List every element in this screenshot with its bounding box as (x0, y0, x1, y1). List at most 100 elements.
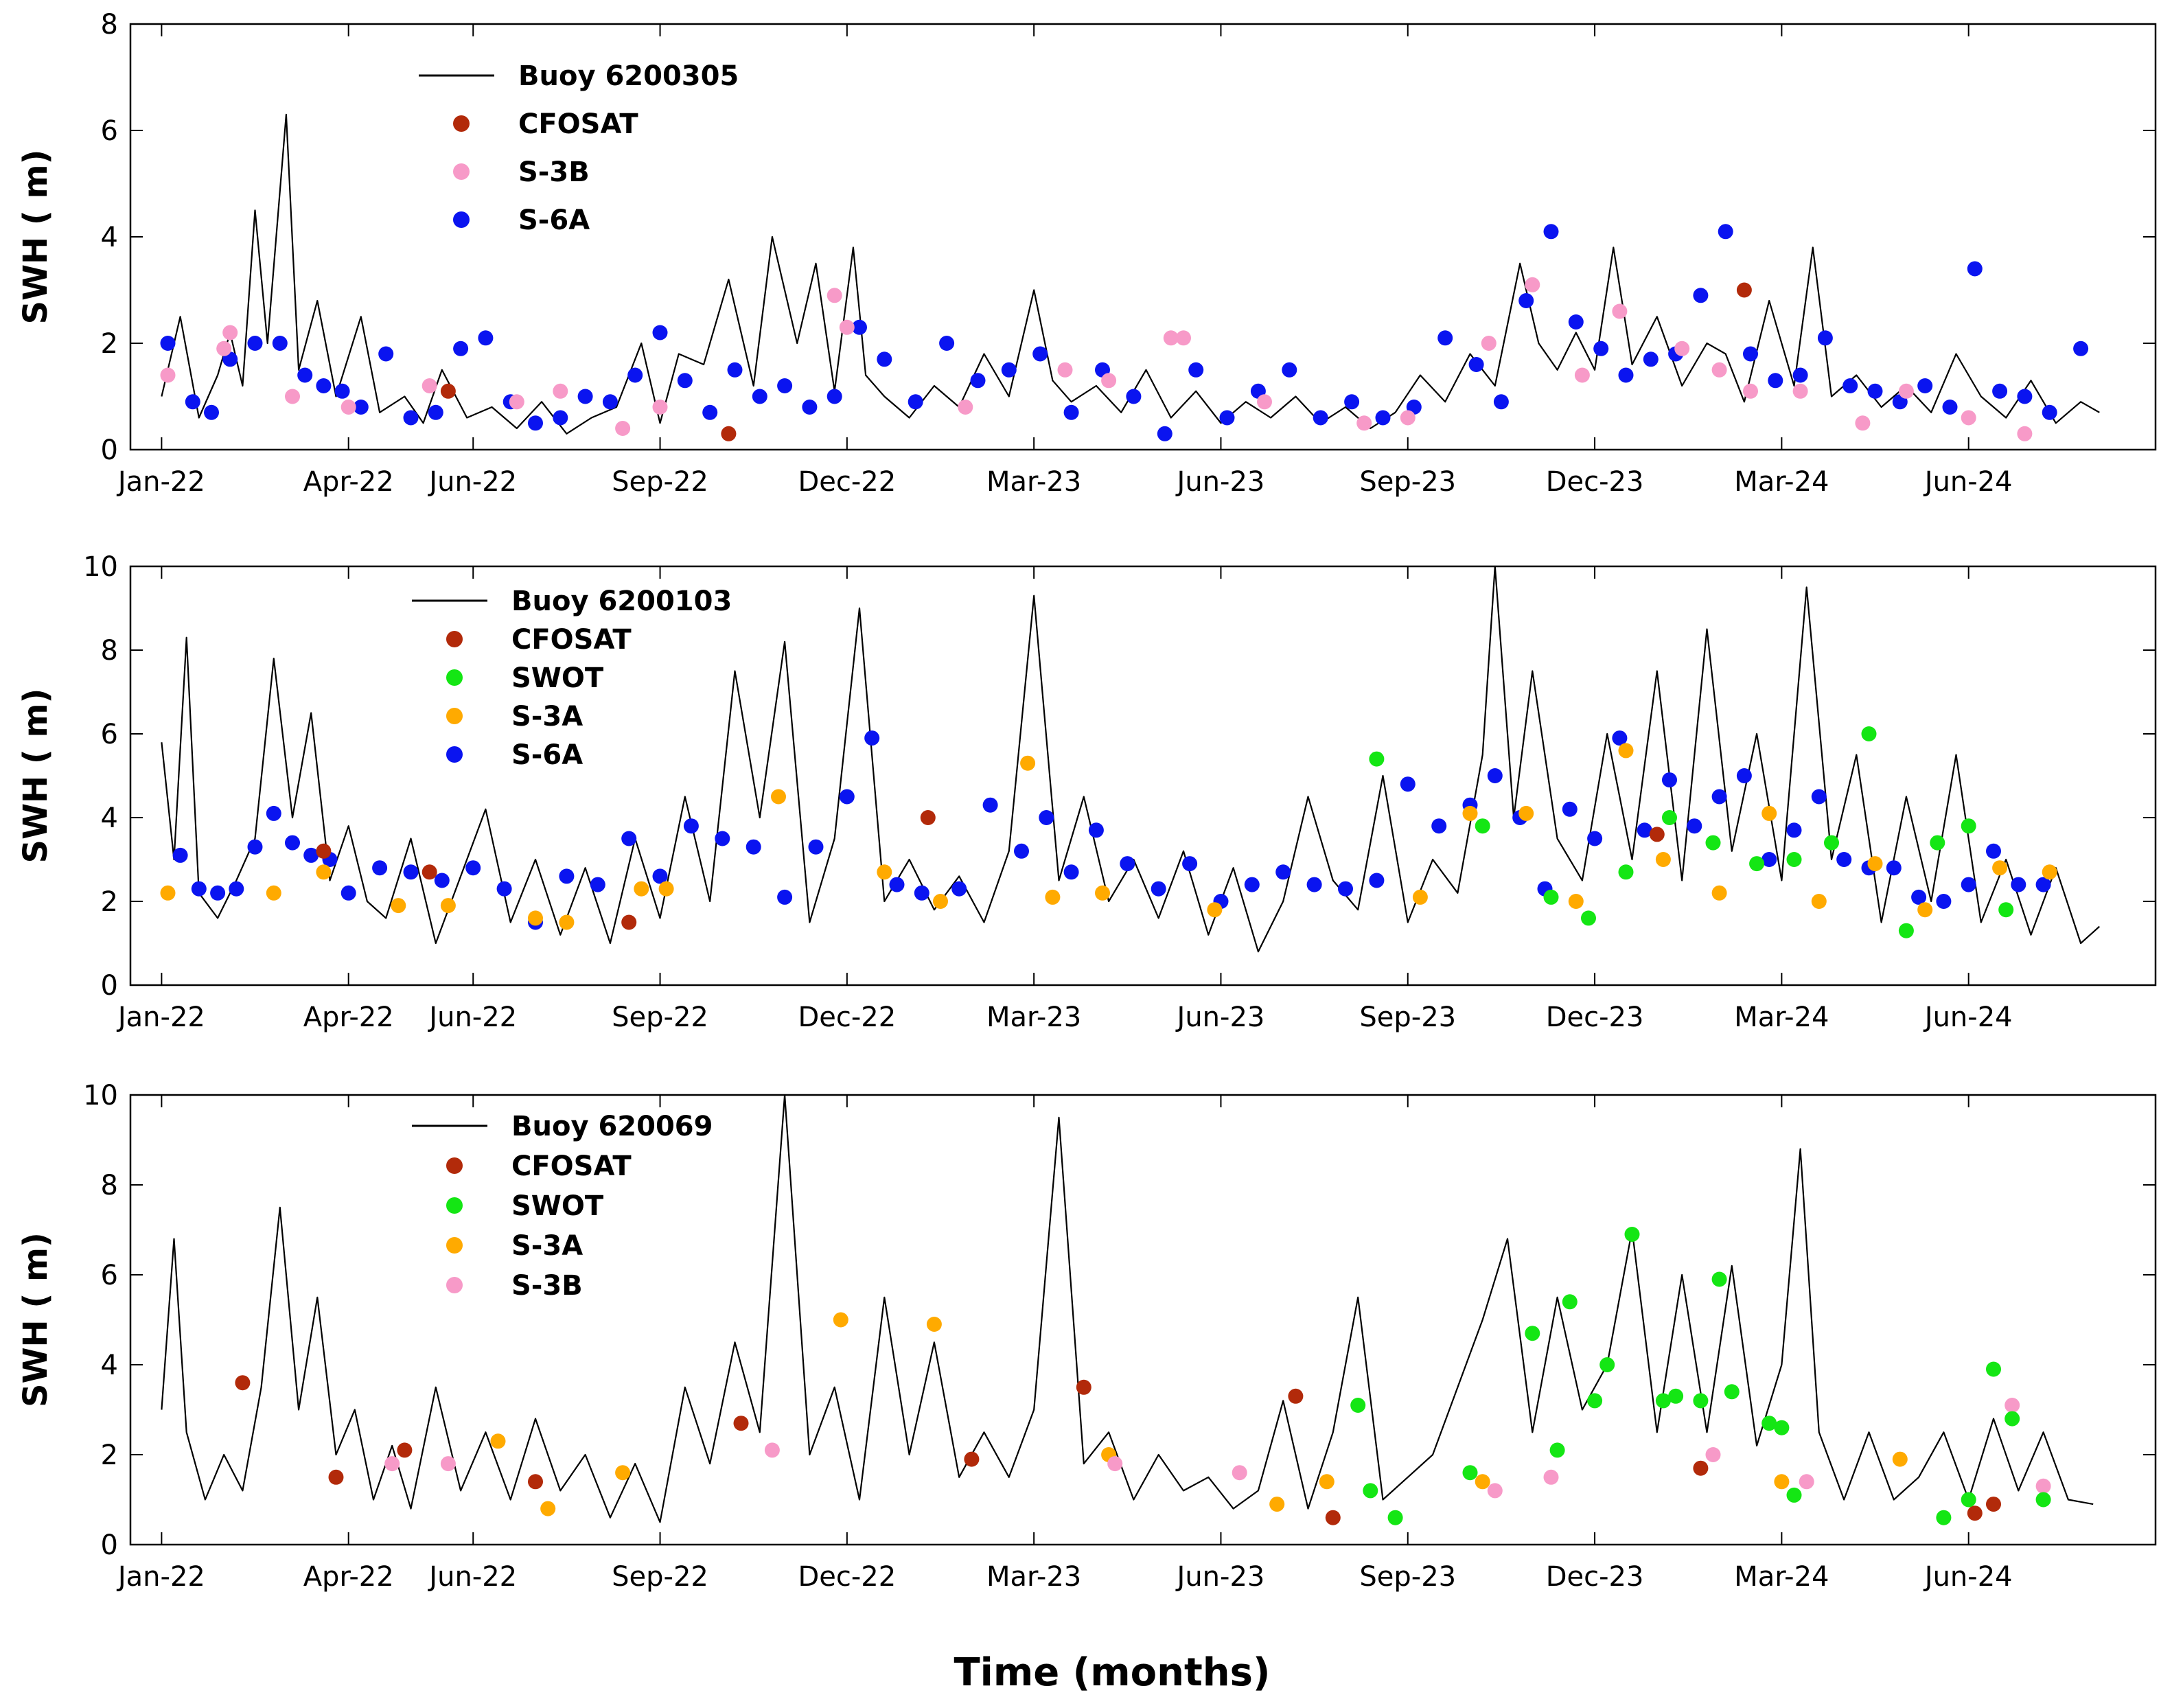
swot-point (1705, 835, 1721, 851)
legend-entry-label: S-6A (511, 739, 583, 771)
s-6a-point (677, 373, 693, 389)
swot-point (1618, 864, 1634, 880)
s-6a-point (1219, 410, 1235, 426)
s-6a-point (1992, 383, 2008, 399)
cfosat-point (1288, 1388, 1304, 1404)
s-6a-point (272, 336, 288, 351)
s-6a-point (1867, 383, 1883, 399)
s-3a-point (559, 914, 575, 930)
s-3b-point (384, 1456, 400, 1472)
s-3a-point (1992, 860, 2008, 876)
swot-point (2005, 1411, 2020, 1427)
s-3a-point (1319, 1474, 1335, 1490)
s-6a-point (1736, 768, 1752, 783)
s-3b-point (615, 421, 631, 436)
s-6a-point (1562, 801, 1578, 817)
cfosat-point (316, 843, 332, 859)
s-3a-point (1655, 852, 1671, 867)
y-tick-label: 10 (83, 1080, 118, 1111)
swot-point (1599, 1357, 1615, 1372)
s-3b-point (1792, 383, 1808, 399)
cfosat-point (920, 810, 936, 825)
s-6a-point (1543, 224, 1559, 240)
s-6a-point (808, 839, 824, 855)
legend-entry-label: Buoy 6200305 (518, 60, 739, 92)
s-3a-point (1811, 894, 1827, 909)
s-3a-point (634, 881, 649, 897)
y-tick-label: 4 (101, 803, 118, 834)
s-6a-point (1344, 394, 1360, 410)
s-6a-point (1063, 404, 1079, 420)
s-6a-point (185, 394, 200, 410)
y-tick-label: 0 (101, 1530, 118, 1561)
y-tick-label: 4 (101, 222, 118, 253)
s-6a-point (914, 885, 929, 901)
x-tick-label: Mar-23 (986, 1002, 1081, 1033)
s-3a-point (316, 864, 332, 880)
s-6a-point (1743, 346, 1758, 362)
s-6a-point (577, 389, 593, 404)
s-6a-point (1768, 373, 1783, 389)
s-6a-point (1039, 810, 1054, 825)
s-3b-point (285, 389, 300, 404)
swot-point (1774, 1420, 1790, 1435)
x-tick-label: Dec-22 (798, 1561, 896, 1593)
s-6a-point (1967, 261, 1983, 277)
x-tick-label: Dec-23 (1546, 466, 1644, 498)
y-tick-label: 2 (101, 328, 118, 360)
swot-point (1786, 852, 1802, 867)
x-tick-label: Jun-24 (1923, 466, 2013, 498)
swot-point (2035, 1492, 2051, 1508)
s-3a-point (266, 885, 281, 901)
s-3b-point (1487, 1483, 1503, 1499)
s-6a-point (559, 868, 575, 884)
s-6a-point (1518, 293, 1534, 308)
legend-dot-swatch (446, 746, 463, 763)
cfosat-point (964, 1451, 980, 1467)
s-6a-point (465, 860, 481, 876)
cfosat-point (397, 1442, 413, 1458)
swot-point (1961, 818, 1976, 834)
s-3a-point (1774, 1474, 1790, 1490)
swot-point (1824, 835, 1839, 851)
s-6a-point (1942, 400, 1958, 415)
cfosat-point (1325, 1510, 1341, 1525)
s-6a-point (2011, 877, 2026, 892)
s-6a-point (1587, 831, 1603, 846)
s-6a-point (353, 400, 369, 415)
s-3b-point (958, 400, 973, 415)
cfosat-point (621, 914, 637, 930)
legend-dot-swatch (446, 1277, 463, 1293)
s-6a-point (428, 404, 443, 420)
s-6a-point (372, 860, 388, 876)
s-3b-point (509, 394, 524, 410)
s-3a-point (160, 885, 176, 901)
s-6a-point (1282, 362, 1297, 378)
s-6a-point (378, 346, 394, 362)
swot-point (1662, 810, 1677, 825)
s-3b-point (1057, 362, 1073, 378)
s-6a-point (777, 378, 793, 393)
s-3b-point (1543, 1469, 1559, 1485)
x-tick-label: Mar-24 (1734, 466, 1829, 498)
s-3a-point (1867, 856, 1883, 872)
swot-point (1462, 1465, 1478, 1481)
legend-dot-swatch (453, 163, 470, 180)
s-3a-point (1462, 805, 1478, 821)
legend-dot-swatch (446, 1197, 463, 1214)
y-tick-label: 2 (101, 886, 118, 918)
s-6a-point (1961, 877, 1976, 892)
s-6a-point (1618, 367, 1634, 383)
swot-point (1724, 1384, 1740, 1400)
s-6a-point (403, 864, 419, 880)
s-6a-point (1662, 772, 1677, 788)
x-tick-label: Jun-23 (1175, 1561, 1265, 1593)
x-tick-label: Apr-22 (303, 1561, 394, 1593)
x-tick-label: Jan-22 (116, 1002, 205, 1033)
s-3a-point (1207, 902, 1223, 918)
s-3b-point (1674, 341, 1690, 356)
x-tick-label: Dec-22 (798, 1002, 896, 1033)
swot-point (1587, 1393, 1603, 1409)
s-3b-point (1176, 330, 1191, 346)
s-6a-point (1687, 818, 1702, 834)
